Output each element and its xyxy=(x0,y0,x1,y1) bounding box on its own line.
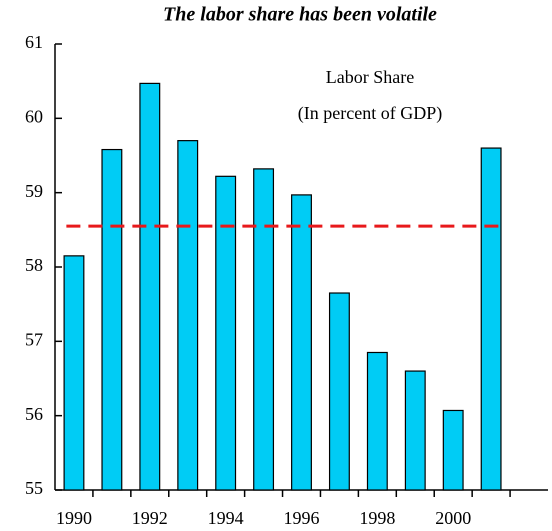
x-tick-label: 1994 xyxy=(208,508,244,528)
y-tick-label: 55 xyxy=(25,478,43,498)
bar xyxy=(253,168,275,491)
y-tick-label: 61 xyxy=(25,32,43,52)
y-tick-label: 57 xyxy=(25,329,43,349)
bar xyxy=(101,148,123,491)
annotation: (In percent of GDP) xyxy=(298,103,442,124)
bar xyxy=(291,194,312,491)
bar xyxy=(177,140,199,491)
annotation: Labor Share xyxy=(326,67,414,87)
x-tick-label: 1990 xyxy=(56,508,92,528)
bar xyxy=(404,370,426,491)
y-tick-label: 59 xyxy=(25,181,43,201)
bar xyxy=(63,255,85,491)
x-tick-label: 1998 xyxy=(359,508,395,528)
bar xyxy=(215,175,237,491)
bar xyxy=(139,82,161,491)
bar xyxy=(480,147,502,491)
bar xyxy=(328,292,350,491)
chart-title: The labor share has been volatile xyxy=(163,4,437,26)
y-tick-label: 56 xyxy=(25,404,43,424)
bar xyxy=(366,351,388,491)
x-tick-label: 2000 xyxy=(435,508,471,528)
bar xyxy=(442,409,464,491)
x-tick-label: 1992 xyxy=(132,508,168,528)
y-tick-label: 60 xyxy=(25,106,43,126)
x-tick-label: 1996 xyxy=(284,508,320,528)
y-tick-label: 58 xyxy=(25,255,43,275)
